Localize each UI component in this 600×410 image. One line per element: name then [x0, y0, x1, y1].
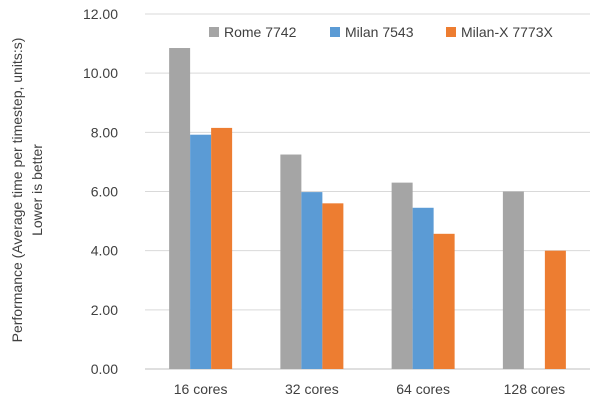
y-tick-label: 6.00: [91, 184, 118, 200]
legend: Rome 7742 Milan 7543 Milan-X 7773X: [209, 24, 553, 40]
bar-milan-x-7773x-16-cores: [211, 127, 233, 369]
bar-milan-x-7773x-32-cores: [322, 203, 344, 369]
bar-milan-x-7773x-64-cores: [433, 233, 455, 369]
legend-label: Milan 7543: [345, 24, 414, 40]
bar-milan-7543-32-cores: [301, 192, 323, 369]
y-tick-label: 2.00: [91, 302, 118, 318]
bar-rome-7742-64-cores: [391, 182, 413, 369]
y-tick-label: 0.00: [91, 361, 118, 377]
y-axis-title: Performance (Average time per timestep, …: [9, 38, 45, 343]
x-category-label: 64 cores: [396, 381, 450, 397]
bar-rome-7742-128-cores: [502, 191, 524, 369]
legend-swatch: [209, 27, 219, 37]
legend-swatch: [330, 27, 340, 37]
x-category-label: 16 cores: [174, 381, 228, 397]
y-axis-title-line2: Lower is better: [29, 144, 45, 236]
legend-label: Rome 7742: [224, 24, 297, 40]
bars: [169, 48, 566, 369]
y-tick-label: 12.00: [83, 6, 118, 22]
bar-rome-7742-16-cores: [169, 48, 191, 369]
bar-milan-7543-64-cores: [412, 207, 434, 369]
x-category-label: 128 cores: [504, 381, 565, 397]
y-axis-ticks: 0.00 2.00 4.00 6.00 8.00 10.00 12.00: [83, 6, 118, 377]
x-axis: 16 cores 32 cores 64 cores 128 cores: [174, 381, 565, 397]
bar-milan-x-7773x-128-cores: [544, 250, 566, 369]
legend-label: Milan-X 7773X: [461, 24, 553, 40]
bar-milan-7543-16-cores: [190, 134, 212, 369]
bar-rome-7742-32-cores: [280, 154, 302, 369]
y-tick-label: 10.00: [83, 65, 118, 81]
y-axis-title-line1: Performance (Average time per timestep, …: [9, 38, 25, 343]
y-tick-label: 4.00: [91, 243, 118, 259]
y-tick-label: 8.00: [91, 124, 118, 140]
x-category-label: 32 cores: [285, 381, 339, 397]
legend-swatch: [446, 27, 456, 37]
